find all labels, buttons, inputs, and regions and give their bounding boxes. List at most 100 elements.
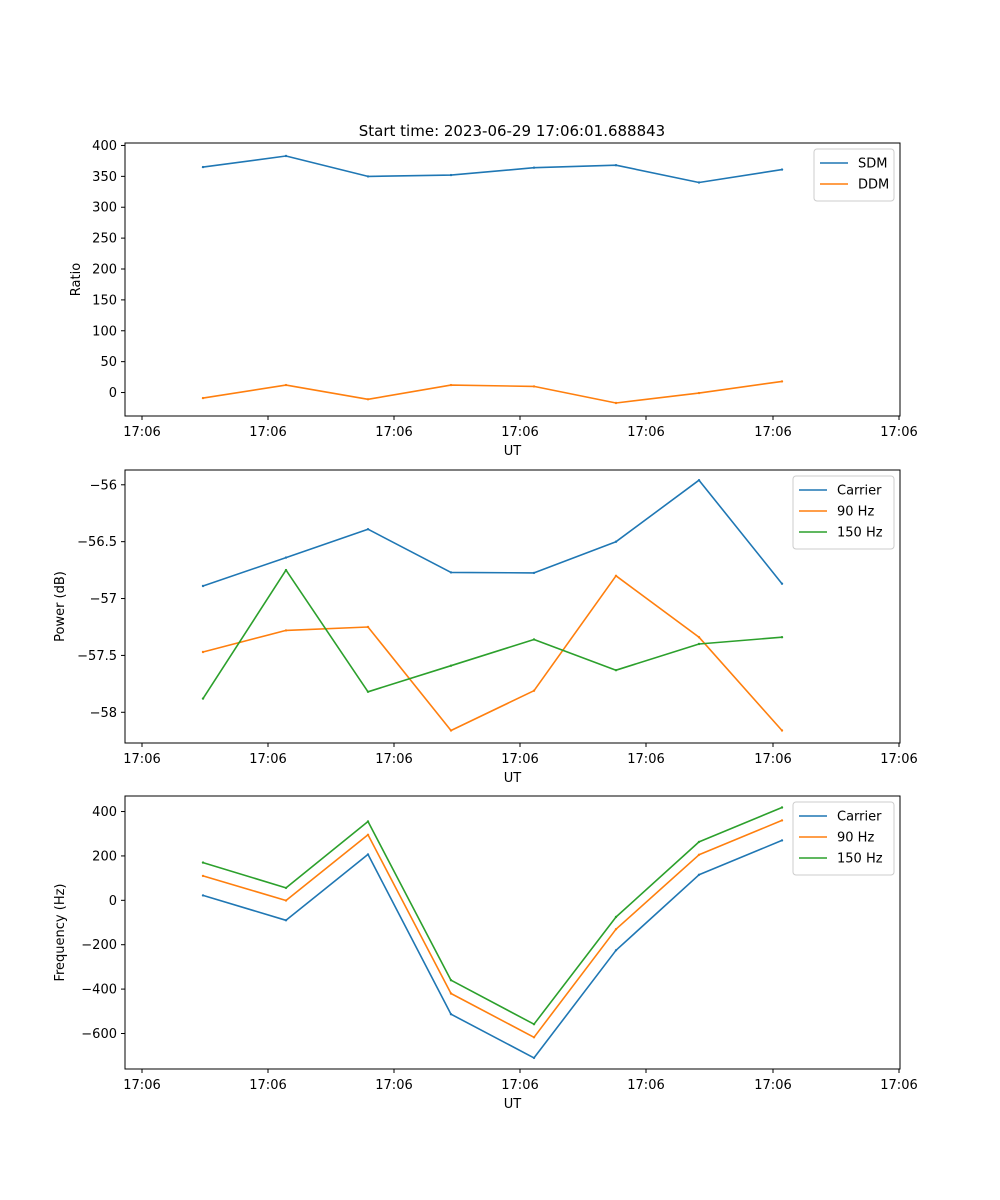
power-legend <box>792 475 895 550</box>
power-legend-label: 150 Hz <box>837 526 883 541</box>
frequency-x-axis-label: UT <box>504 1097 522 1112</box>
ratio-axes-frame <box>124 142 901 417</box>
frequency-data-point <box>532 1036 536 1039</box>
frequency-legend-label: Carrier <box>837 810 882 825</box>
ratio-data-point <box>201 396 205 400</box>
ratio-y-tick-label: 350 <box>92 170 117 185</box>
power-data-point <box>614 574 618 577</box>
power-y-axis-label: Power (dB) <box>53 571 68 642</box>
frequency-y-tick-label: −600 <box>81 1027 117 1042</box>
frequency-data-point <box>697 853 701 856</box>
ratio-y-tick-label: 400 <box>92 139 117 154</box>
power-axes-frame <box>124 469 901 744</box>
frequency-y-tick-label: −200 <box>81 938 117 953</box>
frequency-data-point <box>532 1056 536 1060</box>
power-data-point <box>532 689 536 692</box>
power-data-point <box>449 571 453 574</box>
ratio-x-tick-label: 17:06 <box>123 425 160 440</box>
frequency-data-point <box>201 894 205 897</box>
power-data-point <box>366 528 370 531</box>
ratio-y-axis-label: Ratio <box>69 263 84 296</box>
ratio-data-point <box>614 164 618 167</box>
power-legend-label: Carrier <box>837 484 882 499</box>
frequency-x-tick-label: 17:06 <box>627 1078 664 1093</box>
ratio-x-tick-label: 17:06 <box>249 425 286 440</box>
power-data-point <box>284 568 288 572</box>
ratio-y-tick-label: 150 <box>92 293 117 308</box>
frequency-panel: Frequency (Hz) UT 17:06 17:06 17:06 17:06 17… <box>53 795 918 1112</box>
power-data-point <box>449 664 453 667</box>
power-data-point <box>284 629 288 632</box>
frequency-x-tick-label: 17:06 <box>754 1078 791 1093</box>
frequency-legend <box>792 801 895 876</box>
power-data-point <box>614 669 618 672</box>
frequency-y-tick-label: 0 <box>109 894 117 909</box>
power-x-tick-label: 17:06 <box>375 752 412 767</box>
frequency-data-point <box>614 949 618 952</box>
frequency-y-tick-label: 400 <box>92 805 117 820</box>
power-data-point <box>201 697 205 700</box>
frequency-data-point <box>697 840 701 844</box>
power-y-tick-label: −58 <box>90 706 117 721</box>
ratio-legend-label: SDM <box>858 157 887 172</box>
frequency-data-point <box>366 853 370 856</box>
ratio-data-point <box>614 401 618 405</box>
frequency-x-tick-label: 17:06 <box>249 1078 286 1093</box>
frequency-data-point <box>284 899 288 902</box>
power-x-tick-label: 17:06 <box>123 752 160 767</box>
power-x-axis-label: UT <box>504 771 522 786</box>
ratio-data-point <box>697 391 701 395</box>
frequency-y-tick-label: −400 <box>81 983 117 998</box>
frequency-series-line <box>202 839 783 1059</box>
power-y-tick-label: −56.5 <box>77 535 117 550</box>
frequency-data-point <box>614 928 618 931</box>
frequency-x-tick-label: 17:06 <box>375 1078 412 1093</box>
frequency-data-point <box>449 1013 453 1016</box>
frequency-data-point <box>780 819 784 822</box>
ratio-data-point <box>449 383 453 387</box>
frequency-data-point <box>284 919 288 922</box>
power-x-tick-label: 17:06 <box>754 752 791 767</box>
power-y-tick-label: −57 <box>90 592 117 607</box>
power-series-line <box>202 574 783 732</box>
ratio-x-tick-label: 17:06 <box>880 425 917 440</box>
power-y-tick-label: −56 <box>90 478 117 493</box>
ratio-data-point <box>284 154 288 158</box>
ratio-y-tick-label: 300 <box>92 201 117 216</box>
power-data-point <box>201 650 205 654</box>
frequency-data-point <box>780 839 784 842</box>
frequency-data-point <box>780 806 784 809</box>
frequency-y-tick-label: 200 <box>92 849 117 864</box>
ratio-y-tick-label: 250 <box>92 232 117 247</box>
power-panel: Power (dB) UT 17:06 17:06 17:06 17:06 17:06 1… <box>53 469 918 786</box>
power-data-point <box>780 729 784 732</box>
power-data-point <box>366 625 370 629</box>
ratio-legend <box>813 148 895 202</box>
ratio-data-point <box>366 398 370 401</box>
power-data-point <box>284 556 288 559</box>
frequency-data-point <box>201 861 205 864</box>
ratio-data-point <box>366 175 370 178</box>
ratio-y-tick-label: 200 <box>92 263 117 278</box>
frequency-x-tick-label: 17:06 <box>501 1078 538 1093</box>
power-data-point <box>449 729 453 732</box>
frequency-x-tick-label: 17:06 <box>123 1078 160 1093</box>
frequency-data-point <box>201 874 205 878</box>
power-x-tick-label: 17:06 <box>880 752 917 767</box>
power-x-tick-label: 17:06 <box>501 752 538 767</box>
ratio-x-tick-label: 17:06 <box>754 425 791 440</box>
frequency-series-line <box>202 819 783 1039</box>
frequency-legend-label: 150 Hz <box>837 852 883 867</box>
ratio-series-line <box>202 380 783 404</box>
ratio-data-point <box>697 181 701 184</box>
ratio-panel: Ratio UT 17:06 17:06 17:06 17:06 17:06 17:06 1… <box>69 139 918 459</box>
ratio-x-tick-label: 17:06 <box>375 425 412 440</box>
ratio-data-point <box>780 380 784 383</box>
frequency-data-point <box>366 820 370 823</box>
frequency-data-point <box>697 873 701 876</box>
frequency-data-point <box>532 1022 536 1026</box>
power-legend-label: 90 Hz <box>837 505 874 520</box>
power-data-point <box>780 582 784 585</box>
ratio-x-tick-label: 17:06 <box>501 425 538 440</box>
